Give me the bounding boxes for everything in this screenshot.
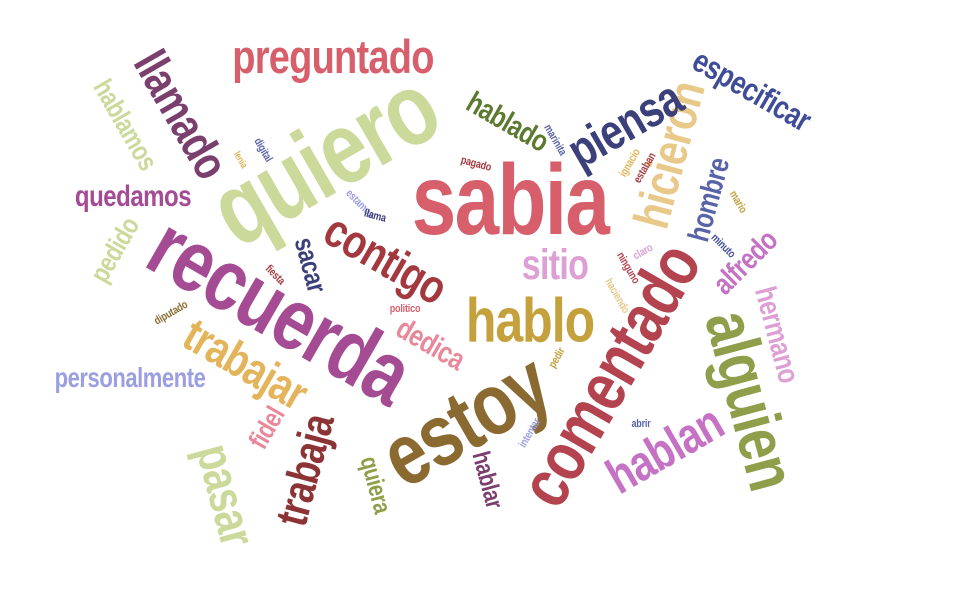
word: politico bbox=[389, 302, 421, 315]
word: abrir bbox=[631, 417, 651, 430]
word: personalmente bbox=[54, 361, 206, 393]
word: hablar bbox=[466, 448, 508, 512]
word: preguntado bbox=[232, 31, 434, 85]
word: mario bbox=[727, 188, 750, 216]
word: sitio bbox=[521, 241, 589, 289]
word: sabia bbox=[411, 143, 610, 255]
word: quedamos bbox=[74, 179, 192, 214]
word: minuto bbox=[708, 230, 739, 261]
word: pasar bbox=[185, 438, 265, 552]
word: hablo bbox=[465, 285, 595, 355]
